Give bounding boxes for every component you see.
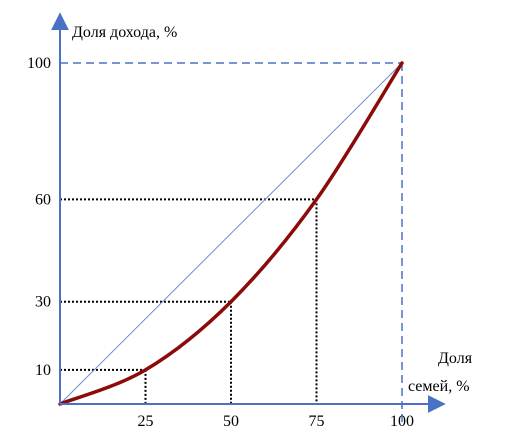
y-tick-label-10: 10	[35, 362, 51, 379]
lorenz-curve	[58, 61, 404, 406]
y-axis-label: Доля дохода, %	[72, 24, 177, 41]
y-tick-label-100: 100	[27, 55, 51, 72]
guide-lines	[60, 198, 318, 404]
x-tick-label-50: 50	[223, 413, 239, 430]
x-axis-label-line1: Доля	[438, 350, 473, 367]
max-dashed-frame	[60, 62, 403, 422]
equality-line	[59, 62, 403, 405]
y-tick-label-60: 60	[35, 191, 51, 208]
x-tick-label-25: 25	[138, 413, 154, 430]
x-axis-label-line2: семей, %	[408, 378, 470, 395]
tick-labels: 10 30 60 100 25 50 75 100	[27, 55, 414, 430]
axes	[51, 12, 446, 413]
x-tick-label-75: 75	[309, 413, 325, 430]
x-tick-label-100: 100	[390, 413, 414, 430]
y-tick-label-30: 30	[35, 294, 51, 311]
series-group	[58, 61, 404, 406]
